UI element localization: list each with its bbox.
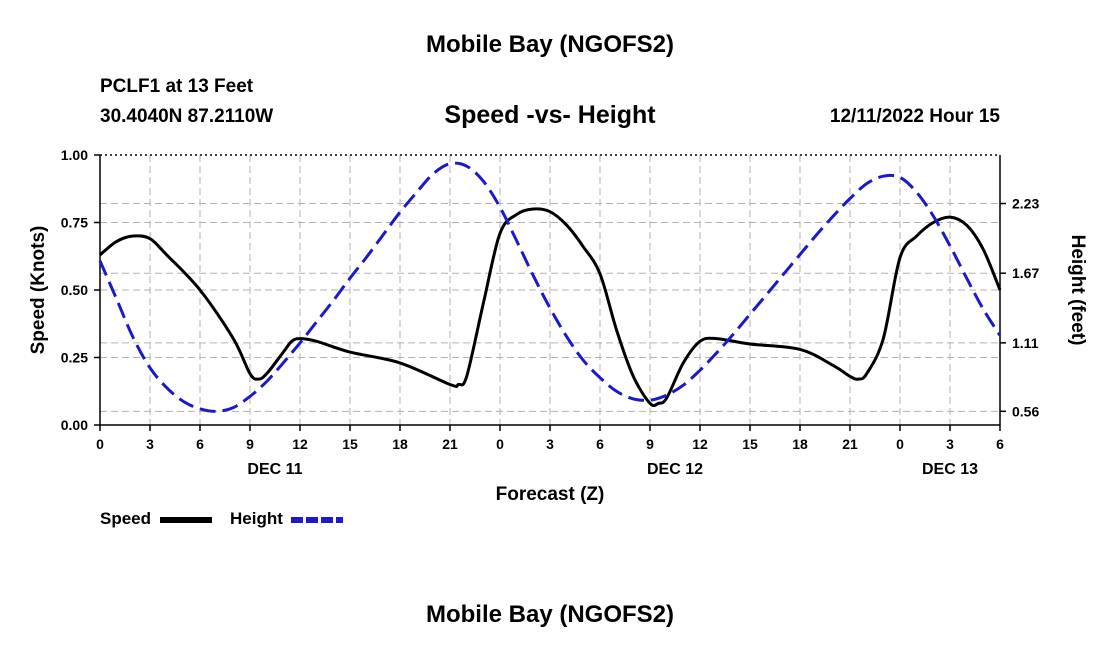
- x-axis-title: Forecast (Z): [496, 484, 605, 505]
- height-series-line: [98, 161, 1002, 413]
- y-tick-label: 0.75: [61, 215, 88, 231]
- footer-title: Mobile Bay (NGOFS2): [425, 601, 675, 628]
- chart-subtitle: Speed -vs- Height: [444, 101, 656, 129]
- x-tick-label: 3: [146, 436, 154, 452]
- x-tick-label: 15: [342, 436, 358, 452]
- day-label: DEC 13: [922, 461, 978, 478]
- x-tick-label: 3: [546, 436, 554, 452]
- x-tick-label: 9: [646, 436, 654, 452]
- x-tick-label: 15: [742, 436, 758, 452]
- station-label: PCLF1 at 13 Feet: [100, 76, 254, 97]
- day-label: DEC 11: [247, 461, 302, 478]
- x-tick-label: 18: [392, 436, 408, 452]
- x-tick-label: 21: [442, 436, 458, 452]
- day-label: DEC 12: [647, 461, 703, 478]
- x-tick-label: 0: [96, 436, 104, 452]
- y-tick-label: 0.25: [61, 350, 88, 366]
- speed-height-chart: 0 3 6 9 12 15 18 21 0 3 6 9 12 15 18 21 0 3 6 DEC 11 DEC 12 D…: [28, 147, 1088, 505]
- x-tick-label: 6: [596, 436, 604, 452]
- station-coordinates: 30.4040N 87.2110W: [100, 106, 274, 127]
- x-tick-label: 12: [292, 436, 308, 452]
- x-tick-label: 6: [196, 436, 204, 452]
- y-tick-label: 0.50: [61, 282, 88, 298]
- legend-height-label: Height: [230, 509, 283, 528]
- y-tick-label: 1.00: [61, 147, 88, 163]
- legend-speed-line: [160, 517, 212, 523]
- y2-tick-label: 0.56: [1012, 403, 1039, 419]
- page-title: Mobile Bay (NGOFS2): [425, 31, 675, 58]
- x-tick-label: 3: [946, 436, 954, 452]
- y2-tick-label: 1.67: [1012, 265, 1039, 281]
- x-tick-label: 0: [496, 436, 504, 452]
- x-tick-label: 6: [996, 436, 1004, 452]
- x-tick-label: 21: [842, 436, 858, 452]
- x-tick-label: 18: [792, 436, 808, 452]
- y-axis-title: Speed (Knots): [28, 226, 49, 355]
- forecast-timestamp: 12/11/2022 Hour 15: [829, 106, 1000, 127]
- legend-speed-label: Speed: [100, 509, 152, 528]
- legend-height-line: [291, 517, 343, 523]
- x-tick-label: 12: [692, 436, 708, 452]
- y2-tick-label: 1.11: [1012, 335, 1039, 351]
- speed-series-line: [99, 207, 1002, 408]
- y2-tick-label: 2.23: [1012, 196, 1039, 212]
- y-tick-label: 0.00: [61, 417, 88, 433]
- x-tick-label: 9: [246, 436, 254, 452]
- y2-axis-title: Height (feet): [1067, 235, 1088, 346]
- x-tick-label: 0: [896, 436, 904, 452]
